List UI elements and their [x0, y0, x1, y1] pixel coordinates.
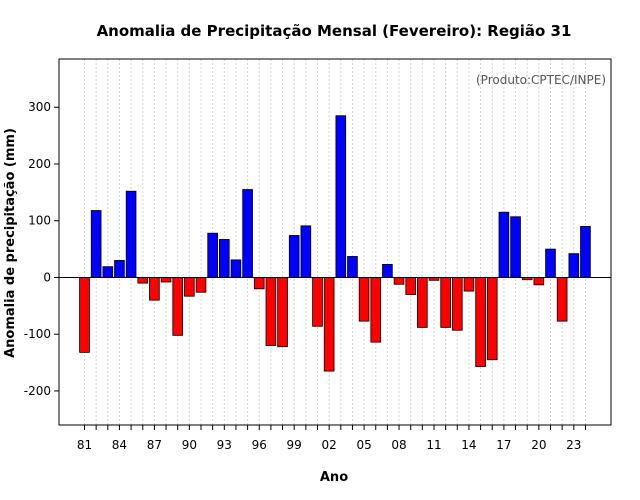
- x-tick-label: 84: [112, 438, 127, 452]
- bar-02: [323, 277, 335, 372]
- credit-label: (Produto:CPTEC/INPE): [476, 73, 606, 87]
- bar-14: [463, 277, 475, 292]
- bar-92: [207, 232, 218, 278]
- x-tick-label: 05: [356, 438, 371, 452]
- bar-89: [172, 277, 184, 336]
- bar-94: [230, 259, 242, 278]
- bar-22: [556, 277, 568, 322]
- bar-98: [277, 277, 288, 348]
- x-tick-label: 90: [182, 438, 197, 452]
- bar-09: [405, 277, 416, 295]
- x-tick-label: 20: [531, 438, 546, 452]
- y-tick-label: 200: [28, 157, 51, 171]
- bar-83: [102, 266, 114, 278]
- bar-97: [265, 277, 277, 346]
- bar-24: [580, 225, 591, 278]
- bar-84: [114, 260, 125, 278]
- bar-08: [393, 277, 405, 285]
- y-tick-label: -200: [24, 384, 51, 398]
- y-axis: -200 -100 0 100 200 300: [24, 100, 59, 398]
- x-tick-label: 87: [147, 438, 162, 452]
- x-tick-label: 02: [322, 438, 337, 452]
- x-tick-label: 81: [77, 438, 92, 452]
- bar-82: [90, 210, 102, 278]
- x-tick-label: 14: [461, 438, 476, 452]
- x-axis: 81 84 87 90 93 96 99 02 05 08 11 14 17 20 23: [77, 425, 586, 452]
- bar-16: [486, 277, 498, 361]
- grid-lines: [84, 59, 586, 425]
- bar-91: [195, 277, 207, 293]
- y-tick-label: -100: [24, 327, 51, 341]
- x-tick-label: 23: [566, 438, 581, 452]
- x-axis-title: Ano: [320, 470, 348, 485]
- x-tick-label: 11: [426, 438, 441, 452]
- bar-85: [125, 190, 137, 278]
- bar-03: [335, 115, 347, 278]
- y-axis-title: Anomalia de precipitação (mm): [3, 128, 18, 358]
- x-tick-label: 99: [287, 438, 302, 452]
- y-tick-label: 100: [28, 214, 51, 228]
- x-tick-label: 08: [391, 438, 406, 452]
- bars: [79, 115, 591, 372]
- x-tick-label: 17: [496, 438, 511, 452]
- bar-90: [184, 277, 195, 297]
- bar-96: [253, 277, 265, 290]
- bar-81: [79, 277, 90, 353]
- bar-13: [451, 277, 463, 331]
- bar-07: [382, 264, 393, 278]
- bar-17: [498, 211, 510, 278]
- y-tick-label: 300: [28, 100, 51, 114]
- bar-05: [358, 277, 370, 322]
- bar-01: [312, 277, 323, 327]
- bar-00: [300, 225, 312, 278]
- bar-23: [568, 253, 580, 278]
- bar-93: [218, 239, 230, 278]
- bar-12: [440, 277, 451, 328]
- bar-95: [242, 189, 253, 278]
- bar-86: [137, 277, 149, 284]
- bar-88: [160, 277, 172, 283]
- x-tick-label: 96: [252, 438, 267, 452]
- plot-frame: [58, 58, 612, 426]
- bar-21: [545, 248, 556, 278]
- chart-title: Anomalia de Precipitação Mensal (Feverei…: [97, 22, 572, 40]
- bar-20: [533, 277, 545, 286]
- y-tick-label: 0: [43, 270, 51, 284]
- bar-99: [288, 235, 300, 278]
- bar-15: [475, 277, 486, 367]
- bar-87: [149, 277, 160, 301]
- bar-10: [417, 277, 428, 328]
- bar-06: [370, 277, 382, 343]
- x-tick-label: 93: [217, 438, 232, 452]
- bar-18: [510, 216, 521, 278]
- bar-04: [347, 256, 358, 278]
